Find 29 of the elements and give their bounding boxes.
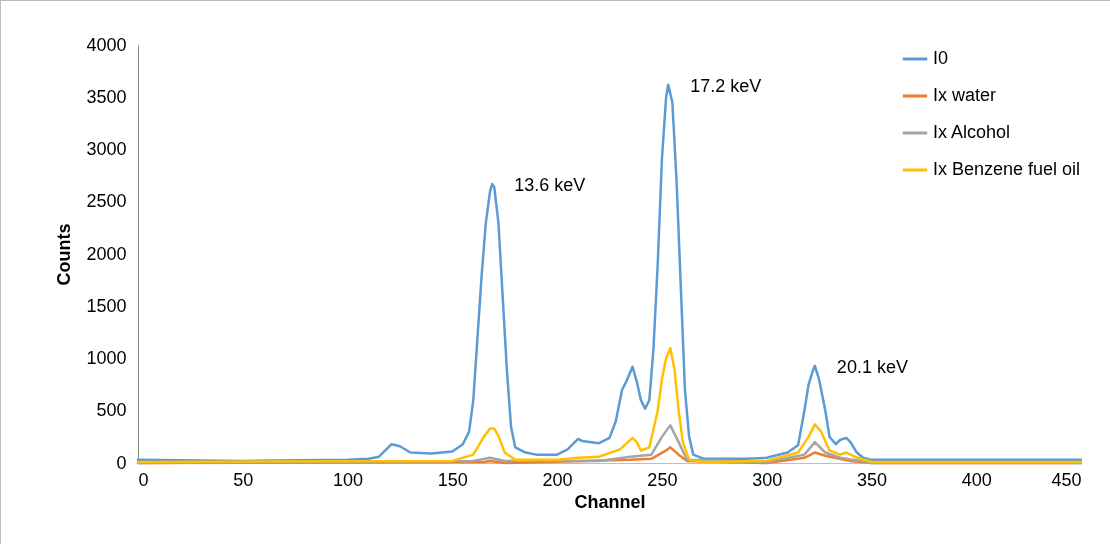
- y-tick-label: 1500: [86, 295, 127, 316]
- y-axis-title: Counts: [54, 223, 75, 286]
- y-tick-label: 2500: [86, 191, 127, 212]
- x-tick-label: 350: [856, 469, 887, 490]
- x-tick-label: 50: [233, 469, 254, 490]
- annotation: 13.6 keV: [514, 174, 586, 195]
- annotation: 20.1 keV: [836, 356, 908, 377]
- x-tick-label: 250: [647, 469, 678, 490]
- annotation: 17.2 keV: [690, 75, 762, 96]
- legend-label: Ix water: [933, 85, 997, 105]
- x-tick-label: 150: [437, 469, 468, 490]
- y-tick-label: 1000: [86, 348, 127, 368]
- line-series: [136, 346, 1083, 464]
- y-tick-label: 500: [96, 400, 127, 421]
- legend-label: Ix Alcohol: [933, 122, 1011, 142]
- x-tick-label: 300: [752, 469, 783, 490]
- legend-label: Ix Benzene fuel oil: [933, 159, 1081, 179]
- x-axis-title: Channel: [574, 491, 646, 512]
- x-tick-label: 0: [138, 469, 149, 490]
- y-tick-label: 4000: [86, 34, 127, 55]
- x-tick-label: 100: [333, 469, 364, 490]
- y-tick-label: 0: [116, 452, 127, 473]
- y-tick-label: 3000: [86, 139, 127, 159]
- x-tick-label: 200: [542, 469, 573, 490]
- legend-label: I0: [933, 48, 949, 68]
- x-tick-label: 450: [1051, 469, 1082, 490]
- y-tick-label: 2000: [86, 243, 127, 264]
- y-tick-label: 3500: [86, 86, 127, 107]
- x-tick-label: 400: [961, 469, 992, 490]
